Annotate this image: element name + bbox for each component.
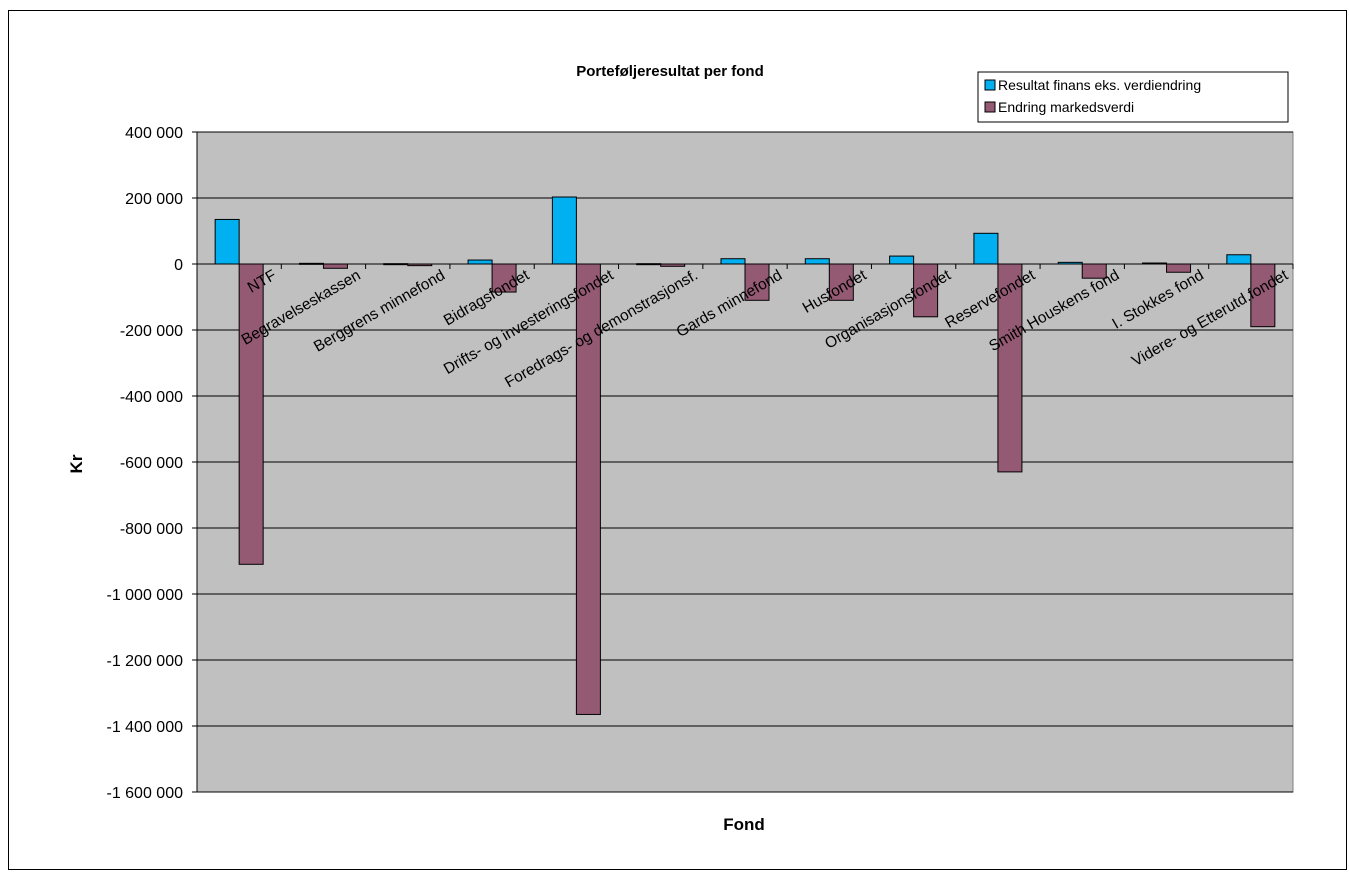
y-tick-label: -800 000 (120, 521, 183, 538)
gridlines (197, 131, 1293, 793)
bar-endring-markedsverdi (913, 263, 939, 318)
bar-resultat-finans (804, 258, 830, 265)
y-tick-label: 200 000 (125, 191, 183, 208)
legend-swatch (984, 101, 996, 113)
x-axis-title: Fond (723, 815, 765, 834)
legend: Resultat finans eks. verdiendring Endring… (977, 71, 1289, 123)
legend-box (977, 71, 1289, 123)
y-tick-label: 400 000 (125, 125, 183, 142)
legend-label: Resultat finans eks. verdiendring (998, 77, 1201, 93)
chart-title: Porteføljeresultat per fond (576, 63, 764, 80)
bar-resultat-finans (973, 232, 999, 265)
bar-resultat-finans (467, 259, 493, 265)
y-tick-label: -400 000 (120, 389, 183, 406)
bar-endring-markedsverdi (1166, 263, 1192, 273)
y-tick-label: -1 400 000 (106, 719, 183, 736)
legend-swatch (984, 79, 996, 91)
y-axis-title: Kr (67, 454, 86, 473)
bar-endring-markedsverdi (238, 263, 264, 565)
y-tick-label: -200 000 (120, 323, 183, 340)
bar-resultat-finans (551, 196, 577, 265)
legend-label: Endring markedsverdi (998, 99, 1134, 115)
bar-resultat-finans (1226, 254, 1252, 265)
y-tick-label: -600 000 (120, 455, 183, 472)
bar-endring-markedsverdi (828, 263, 854, 301)
bar-endring-markedsverdi (575, 263, 601, 715)
y-tick-labels: 400 000 200 000 0 -200 000 -400 000 -600 000 -… (106, 125, 197, 802)
bar-endring-markedsverdi (491, 263, 517, 293)
bar-resultat-finans (889, 255, 915, 265)
y-tick-label: -1 600 000 (106, 785, 183, 802)
y-tick-label: 0 (174, 257, 183, 274)
bar-endring-markedsverdi (322, 263, 348, 269)
y-tick-label: -1 000 000 (106, 587, 183, 604)
bar-resultat-finans (720, 258, 746, 265)
bar-endring-markedsverdi (997, 263, 1023, 473)
y-tick-label: -1 200 000 (106, 653, 183, 670)
bar-resultat-finans (214, 218, 240, 265)
